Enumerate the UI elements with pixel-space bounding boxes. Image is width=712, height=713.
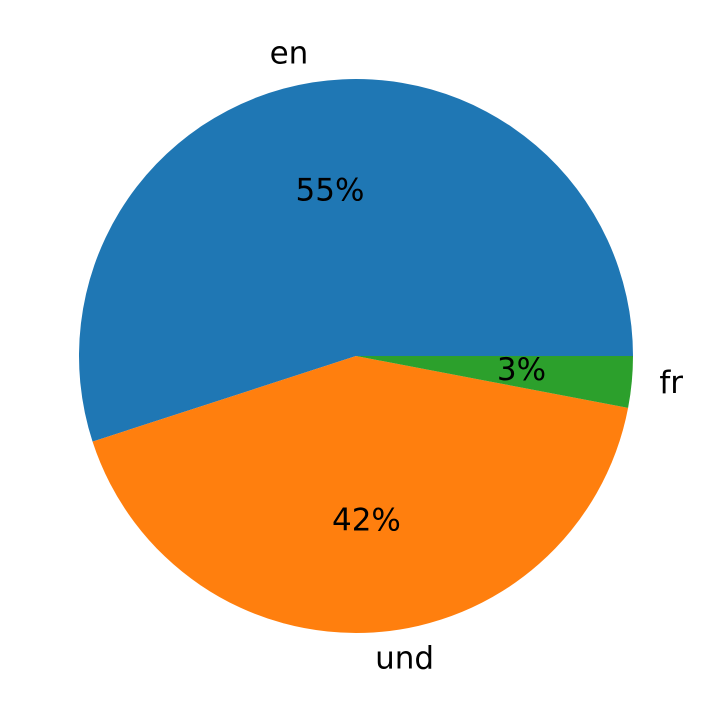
pie-slice: [78, 78, 634, 442]
value-label: 3%: [497, 352, 546, 388]
value-label: 55%: [296, 172, 365, 208]
slice-label: fr: [659, 365, 683, 401]
value-label: 42%: [332, 502, 401, 538]
slice-label: en: [270, 36, 309, 72]
slice-label: und: [375, 641, 434, 677]
pie-slice: [92, 356, 629, 634]
pie-slice: [356, 356, 633, 408]
